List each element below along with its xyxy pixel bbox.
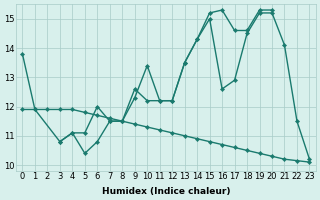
X-axis label: Humidex (Indice chaleur): Humidex (Indice chaleur) bbox=[102, 187, 230, 196]
